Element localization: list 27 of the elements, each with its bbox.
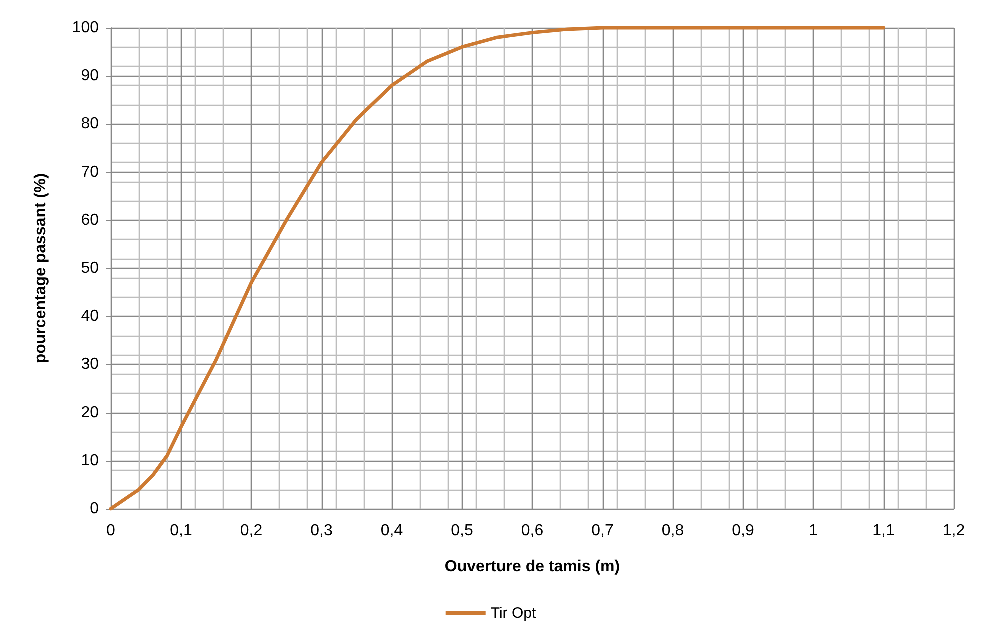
- x-tick-label: 0,7: [592, 522, 614, 540]
- x-tick-label: 0,9: [732, 522, 754, 540]
- legend-label: Tir Opt: [490, 605, 537, 622]
- x-tick-label: 0,1: [170, 522, 192, 540]
- x-tick-label: 0,2: [240, 522, 263, 540]
- x-tick-label: 0,6: [521, 522, 544, 540]
- x-tick-label: 0: [106, 522, 116, 540]
- x-tick-label: 1: [809, 522, 818, 540]
- y-tick-label: 30: [81, 356, 100, 374]
- x-axis-title: Ouverture de tamis (m): [444, 558, 620, 576]
- y-tick-label: 20: [81, 404, 100, 422]
- y-tick-label: 70: [81, 164, 100, 181]
- y-tick-label: 0: [90, 500, 100, 518]
- x-tick-label: 1,2: [942, 522, 966, 540]
- x-tick-label: 1,1: [872, 522, 895, 540]
- y-tick-label: 60: [81, 212, 100, 229]
- y-tick-label: 100: [72, 20, 100, 36]
- y-tick-label: 90: [81, 68, 100, 85]
- y-tick-label: 50: [81, 260, 100, 277]
- x-tick-label: 0,8: [662, 522, 684, 540]
- y-tick-label: 80: [81, 116, 100, 133]
- y-axis-title: pourcentage passant (%): [32, 173, 50, 364]
- x-tick-label: 0,4: [380, 522, 404, 540]
- y-tick-label: 10: [81, 452, 100, 470]
- y-tick-label: 40: [81, 308, 100, 326]
- x-tick-label: 0,3: [310, 522, 333, 540]
- x-tick-label: 0,5: [451, 522, 474, 540]
